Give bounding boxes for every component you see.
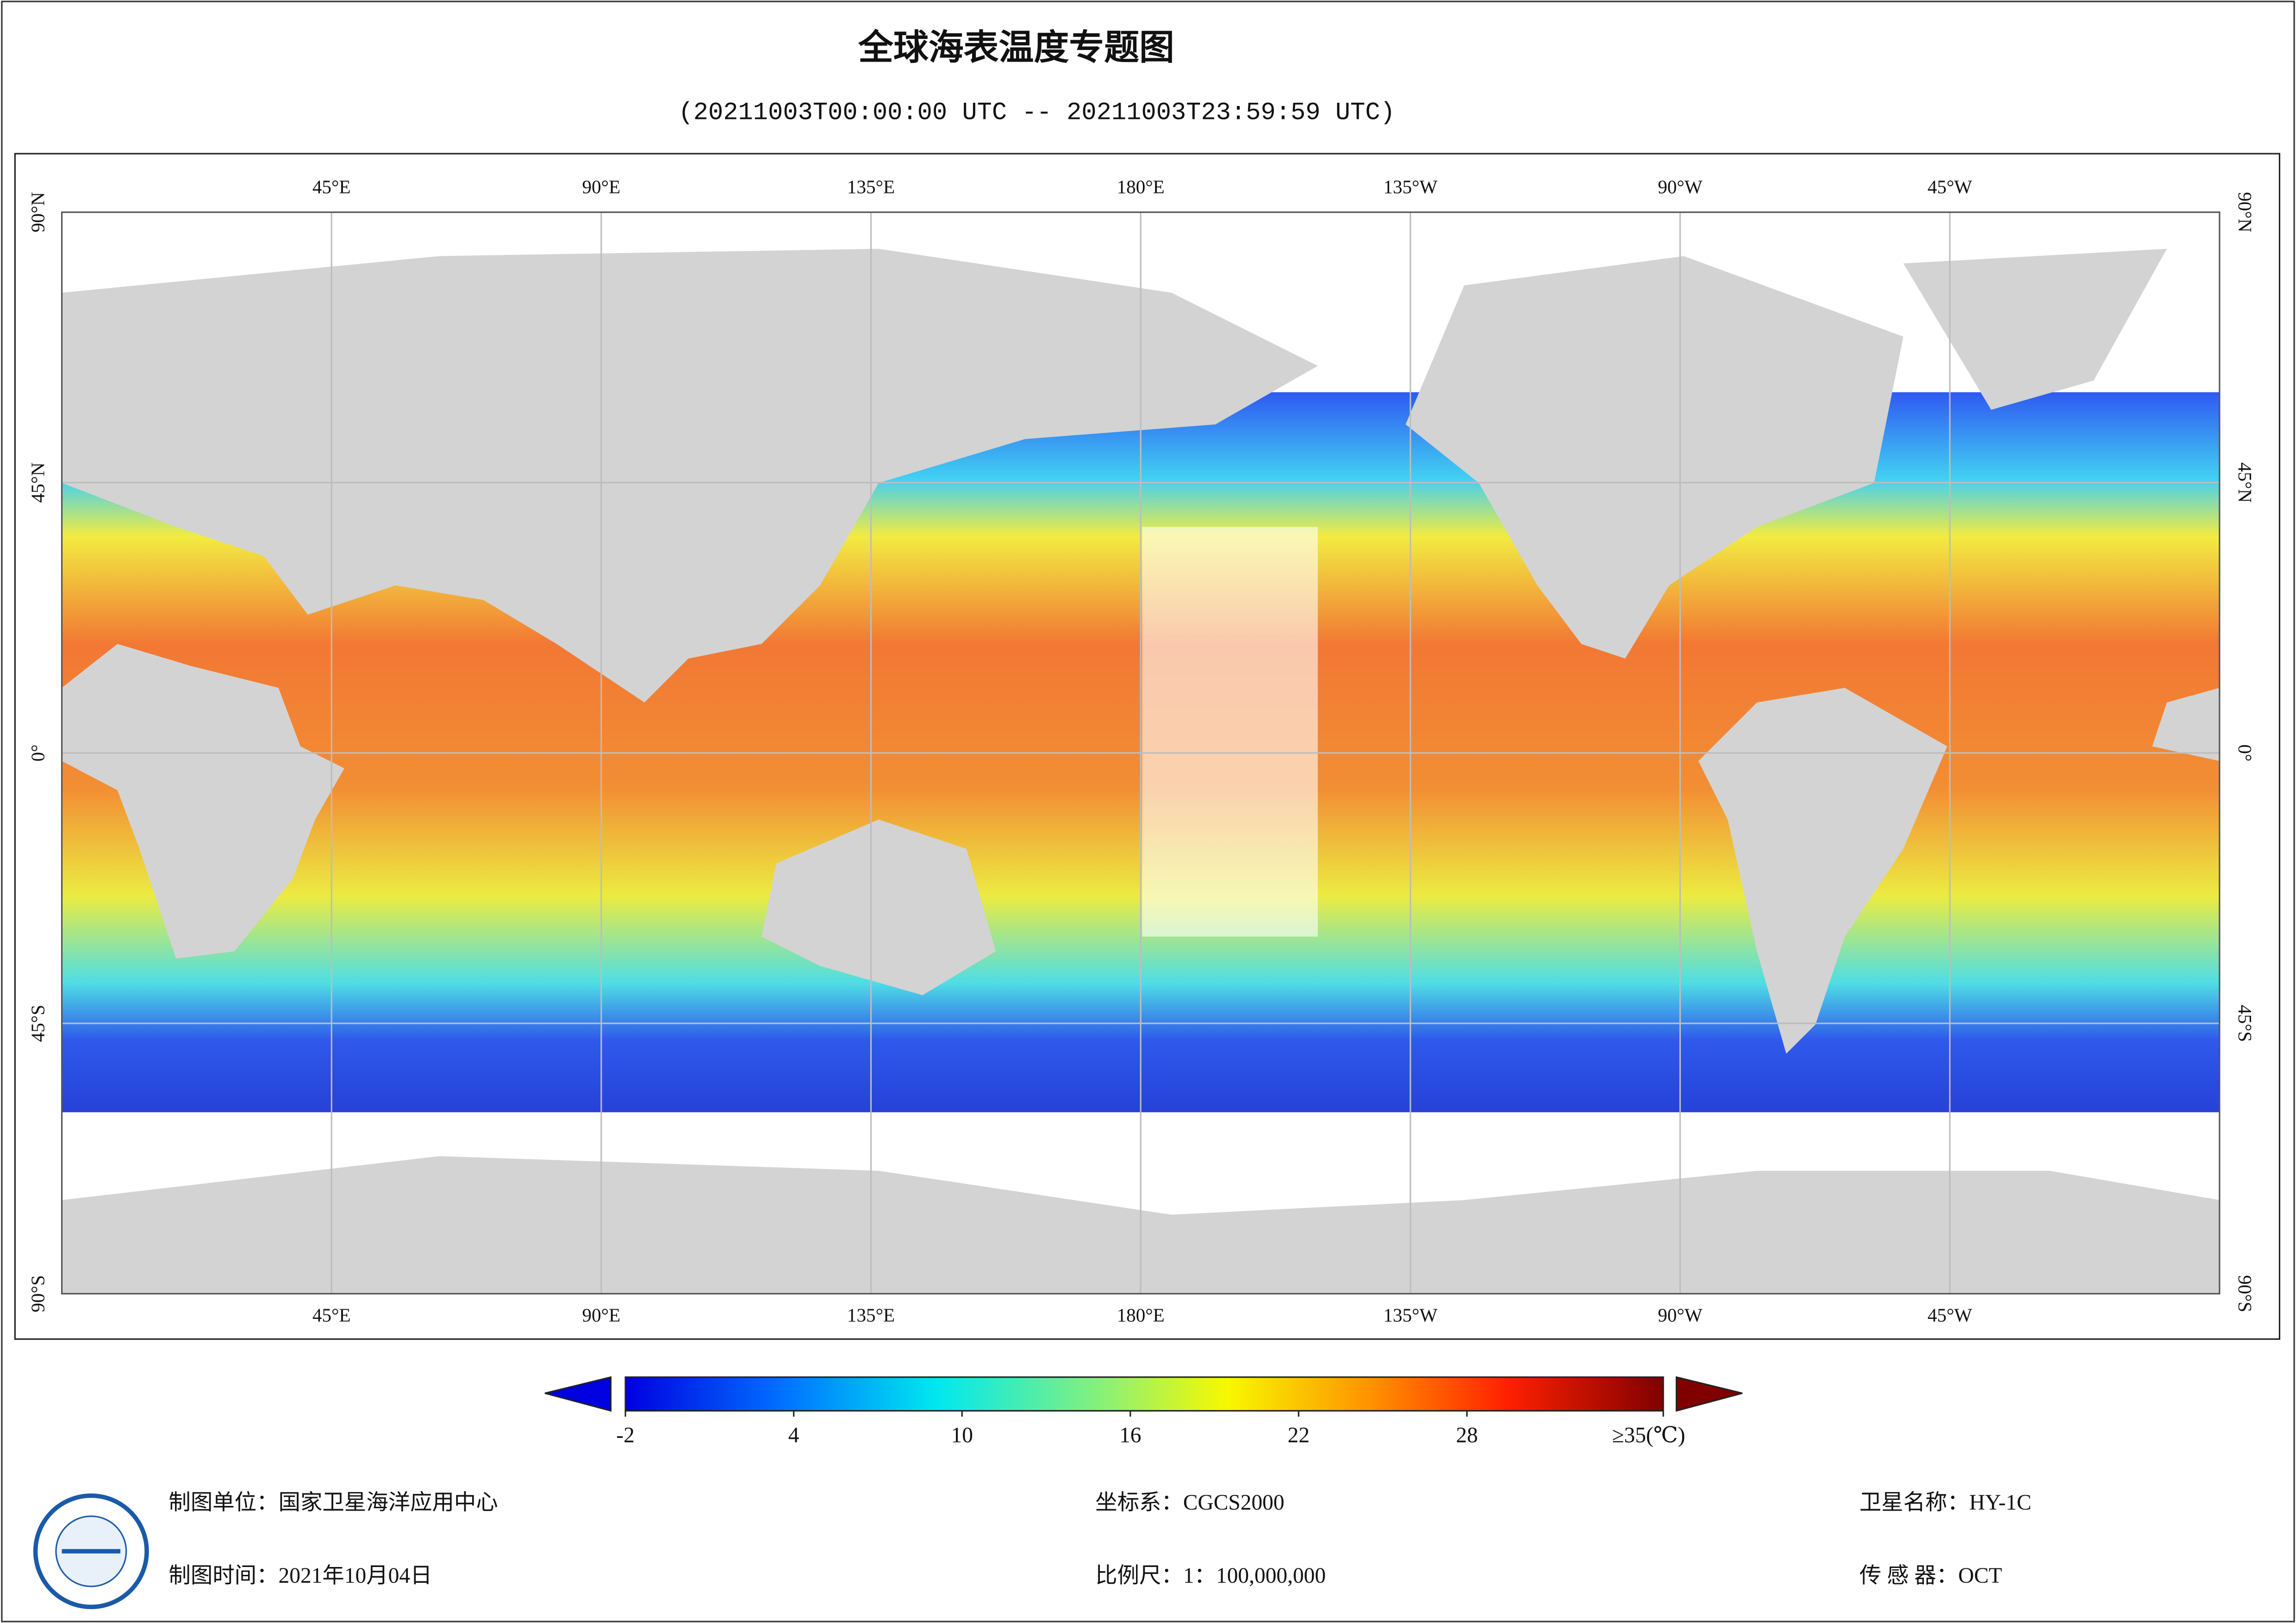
lat-label: 45°S <box>2234 1005 2256 1042</box>
title: 全球海表温度专题图 <box>858 27 1174 68</box>
lat-label: 90°N <box>27 192 49 232</box>
lon-label: 45°E <box>312 1305 351 1326</box>
footer-label: 卫星名称： <box>1859 1491 1969 1515</box>
lat-label: 45°N <box>2234 462 2256 503</box>
lon-label: 180°E <box>1117 1305 1165 1326</box>
colorbar-label: 22 <box>1288 1423 1310 1447</box>
lon-label: 135°E <box>847 1305 895 1326</box>
footer-value: 国家卫星海洋应用中心 <box>279 1491 498 1515</box>
colorbar-label: -2 <box>616 1423 635 1447</box>
land <box>1903 249 2167 410</box>
colorbar-label: 28 <box>1456 1423 1478 1447</box>
map-border <box>61 211 2221 1295</box>
lon-label: 135°W <box>1383 1305 1437 1326</box>
footer-label: 坐标系： <box>1095 1491 1183 1515</box>
lat-label: 90°S <box>2234 1275 2256 1312</box>
colorbar-label: 10 <box>951 1423 973 1447</box>
lat-label: 0° <box>27 745 49 762</box>
lat-label: 0° <box>2234 745 2256 762</box>
lon-label: 90°E <box>582 1305 621 1326</box>
lon-label: 180°E <box>1117 176 1165 197</box>
lat-label: 45°S <box>27 1005 49 1042</box>
colorbar-label: 16 <box>1119 1423 1141 1447</box>
footer-value: OCT <box>1958 1564 2002 1588</box>
map-frame <box>14 153 2281 1340</box>
lat-label: 90°N <box>2234 192 2256 232</box>
lon-label: 45°W <box>1928 176 1972 197</box>
colorbar <box>624 1376 1664 1412</box>
lon-label: 45°E <box>312 176 351 197</box>
footer-label: 传 感 器： <box>1859 1564 1958 1588</box>
lat-label: 90°S <box>27 1275 49 1312</box>
lon-label: 90°W <box>1658 1305 1703 1326</box>
lon-label: 90°E <box>582 176 621 197</box>
no-data-area <box>1142 527 1318 937</box>
subtitle: (20211003T00:00:00 UTC -- 20211003T23:59… <box>679 99 1395 127</box>
logo <box>33 1493 149 1609</box>
lon-label: 135°E <box>847 176 895 197</box>
footer-item: 坐标系：CGCS2000 <box>1095 1491 1284 1515</box>
lon-label: 135°W <box>1383 176 1437 197</box>
colorbar-label: ≥35(℃) <box>1612 1423 1685 1447</box>
footer-item: 传 感 器：OCT <box>1859 1564 2002 1588</box>
land <box>2152 688 2220 761</box>
footer-label: 制图单位： <box>168 1491 278 1515</box>
colorbar-high-arrow <box>1676 1376 1743 1412</box>
land <box>1405 256 1903 659</box>
map <box>61 211 2221 1295</box>
lon-label: 45°W <box>1928 1305 1972 1326</box>
land <box>62 249 1318 703</box>
land <box>761 819 996 995</box>
footer-label: 比例尺： <box>1095 1564 1183 1588</box>
footer-item: 卫星名称：HY-1C <box>1859 1491 2032 1515</box>
land <box>62 644 344 959</box>
lon-label: 90°W <box>1658 176 1703 197</box>
lat-label: 45°N <box>27 462 49 503</box>
footer-item: 比例尺：1：100,000,000 <box>1095 1564 1326 1588</box>
footer-value: 2021年10月04日 <box>279 1564 432 1588</box>
footer-value: CGCS2000 <box>1183 1491 1285 1515</box>
footer-item: 制图单位：国家卫星海洋应用中心 <box>168 1491 498 1515</box>
colorbar-label: 4 <box>788 1423 799 1447</box>
footer-value: 1：100,000,000 <box>1183 1564 1326 1588</box>
footer-item: 制图时间：2021年10月04日 <box>168 1564 432 1588</box>
land <box>1698 688 1947 1054</box>
footer-label: 制图时间： <box>168 1564 278 1588</box>
colorbar-low-arrow <box>544 1376 612 1412</box>
footer-value: HY-1C <box>1969 1491 2031 1515</box>
